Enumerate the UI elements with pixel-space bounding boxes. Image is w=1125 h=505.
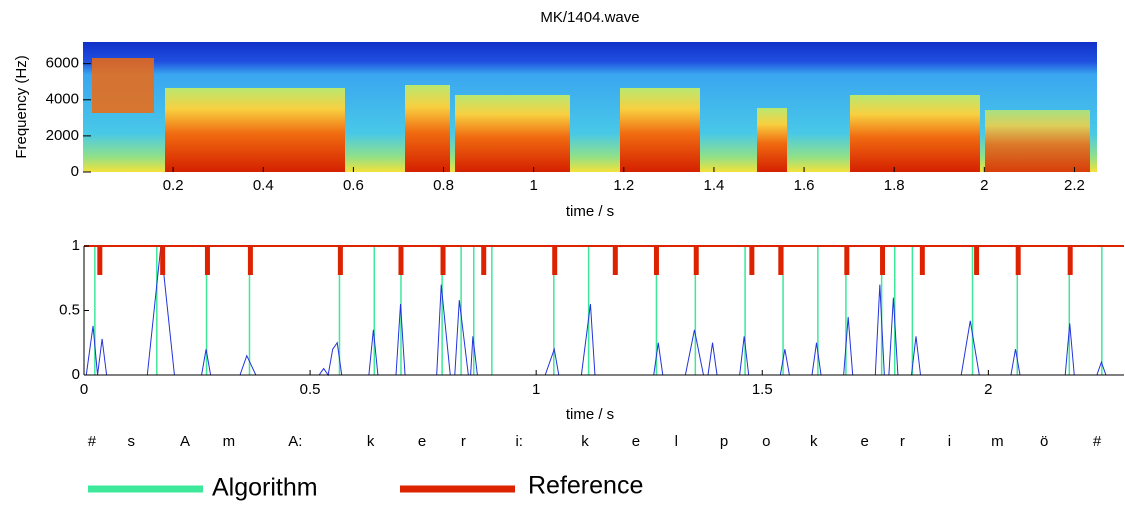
segment-label: # [88,433,97,450]
x-tick-label: 1.6 [794,177,815,194]
segment-label: m [991,433,1004,450]
y-tick-label: 0.5 [59,301,80,318]
y-tick-label: 4000 [46,91,79,108]
x-tick-label: 2.2 [1064,177,1085,194]
segment-label: m [223,433,236,450]
legend-label: Reference [528,472,643,500]
x-tick-label: 0 [80,381,88,398]
x-tick-label: 1 [529,177,537,194]
segment-label: e [418,433,426,450]
x-axis-label: time / s [566,406,614,423]
x-tick-label: 1.2 [613,177,634,194]
segment-label: o [762,433,770,450]
y-tick-label: 1 [72,237,80,254]
segment-label: p [720,433,728,450]
x-axis-label: time / s [566,203,614,220]
x-tick-label: 2 [980,177,988,194]
x-tick-label: 0.8 [433,177,454,194]
segment-label: l [675,433,678,450]
x-tick-label: 0.4 [253,177,274,194]
spectrogram-image [83,42,1097,172]
x-tick-label: 1 [532,381,540,398]
segment-label: r [900,433,905,450]
segment-label: e [861,433,869,450]
segment-label: ö [1040,433,1048,450]
segment-label: k [581,433,589,450]
x-tick-label: 1.4 [704,177,725,194]
segment-label: k [367,433,375,450]
x-tick-label: 1.5 [752,381,773,398]
x-tick-label: 0.2 [163,177,184,194]
x-tick-label: 1.8 [884,177,905,194]
y-tick-label: 2000 [46,127,79,144]
segment-label: i: [515,433,523,450]
segment-label: e [632,433,640,450]
segment-label: A: [288,433,302,450]
y-tick-label: 6000 [46,55,79,72]
segment-label: s [128,433,136,450]
chart-title: MK/1404.wave [540,9,639,26]
detection-curve [84,245,1124,377]
x-tick-label: 0.5 [300,381,321,398]
segment-label: r [461,433,466,450]
x-tick-label: 2 [984,381,992,398]
legend-label: Algorithm [212,474,318,502]
segment-label: i [948,433,951,450]
segment-label: # [1093,433,1102,450]
y-tick-label: 0 [71,163,79,180]
segment-label: A [180,433,190,450]
y-tick-label: 0 [72,366,80,383]
x-tick-label: 0.6 [343,177,364,194]
segment-label: k [810,433,818,450]
y-axis-label: Frequency (Hz) [13,55,30,158]
